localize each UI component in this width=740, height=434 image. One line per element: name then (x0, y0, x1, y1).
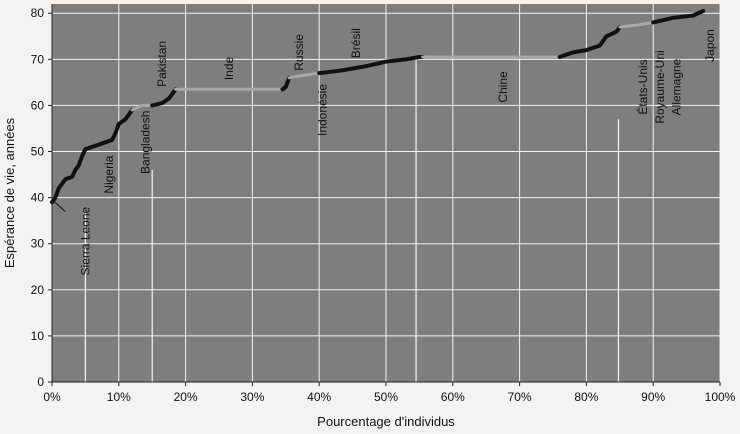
y-axis-title: Espérance de vie, années (2, 117, 17, 268)
y-tick-label: 40 (31, 191, 45, 205)
x-tick-label: 40% (307, 390, 331, 404)
country-label: Royaume-Uni (653, 50, 667, 123)
sierra-leone-leader (53, 200, 66, 212)
y-tick-label: 20 (31, 283, 45, 297)
y-tick-label: 70 (31, 52, 45, 66)
country-label: Bangladesh (139, 111, 153, 174)
country-label: Nigeria (102, 155, 116, 193)
country-label: Allemagne (670, 58, 684, 115)
x-tick-label: 20% (174, 390, 198, 404)
country-label: Pakistan (155, 41, 169, 87)
y-tick-label: 30 (31, 237, 45, 251)
series-segment-gray (130, 103, 154, 112)
x-tick-label: 80% (574, 390, 598, 404)
series-segment-gray (287, 71, 321, 80)
country-label: Brésil (349, 28, 363, 58)
series-segment-dark (557, 25, 622, 59)
y-tick-label: 0 (37, 375, 44, 389)
series-segment-dark (317, 55, 425, 76)
y-tick-label: 10 (31, 329, 45, 343)
x-axis-title: Pourcentage d'individus (317, 414, 455, 429)
x-tick-label: 10% (107, 390, 131, 404)
country-label: Inde (222, 56, 236, 80)
series-segment-dark (50, 108, 135, 205)
y-tick-label: 80 (31, 6, 45, 20)
x-tick-label: 90% (641, 390, 665, 404)
series-segment-gray (618, 20, 655, 29)
country-label: Sierra Leone (78, 206, 92, 275)
tick-labels: 0% 10% 20% 30% 40% 50% 60% 70% 80% 90% 100% 0 10 20 30… (31, 6, 736, 404)
gridlines (52, 4, 721, 382)
callout-lines (53, 59, 620, 382)
x-tick-label: 30% (240, 390, 264, 404)
country-label: Russie (292, 34, 306, 71)
country-label: États-Unis (635, 59, 650, 114)
x-tick-label: 50% (374, 390, 398, 404)
country-label: Indonésie (316, 84, 330, 136)
series-segment-dark (651, 8, 706, 25)
series-lines (50, 8, 706, 205)
x-tick-label: 0% (43, 390, 61, 404)
country-labels: Sierra Leone Nigeria Bangladesh Pakistan Ind… (78, 28, 717, 275)
x-tick-label: 100% (705, 390, 736, 404)
y-tick-label: 50 (31, 145, 45, 159)
axes (48, 4, 721, 386)
x-tick-label: 60% (441, 390, 465, 404)
x-tick-label: 70% (508, 390, 532, 404)
y-tick-label: 60 (31, 98, 45, 112)
country-label: Japon (703, 29, 717, 62)
country-label: Chine (496, 71, 510, 103)
series-segment-dark (280, 75, 292, 92)
series-segment-dark (150, 87, 178, 108)
